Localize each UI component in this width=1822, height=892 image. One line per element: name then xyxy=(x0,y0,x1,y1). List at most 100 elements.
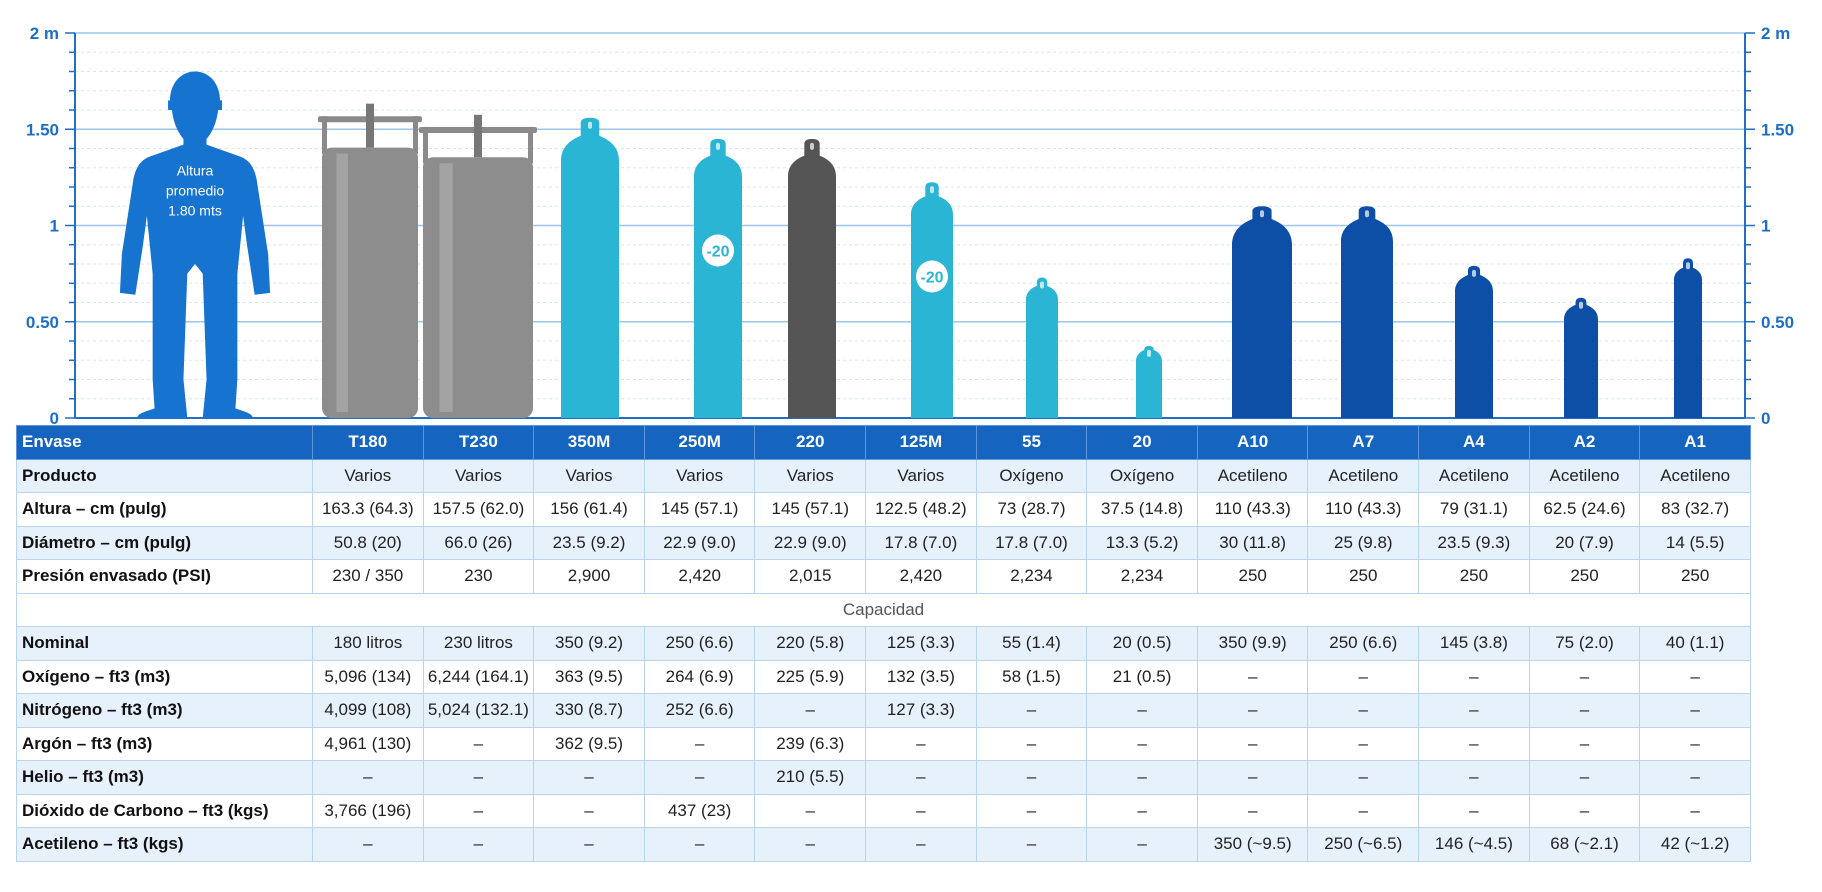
cylinder-body xyxy=(788,138,836,418)
table-cell: 2,900 xyxy=(533,559,645,594)
cylinder-body xyxy=(1341,206,1393,418)
cylinder-valve-highlight xyxy=(930,186,934,194)
cylinder-A1 xyxy=(1674,258,1702,418)
table-cell: 127 (3.3) xyxy=(865,693,977,728)
table-cell: 250 xyxy=(1418,559,1530,594)
table-cell: Oxígeno xyxy=(1086,458,1198,493)
table-cell: 145 (3.8) xyxy=(1418,626,1530,661)
table-cell: – xyxy=(754,793,867,828)
table-row: Producto Varios Varios Varios Varios Varios Va… xyxy=(16,458,1751,493)
table-cell: – xyxy=(1418,726,1530,761)
table-cell: – xyxy=(1418,760,1530,795)
table-cell: 73 (28.7) xyxy=(975,492,1088,527)
table-cell: 362 (9.5) xyxy=(533,726,645,761)
table-cell: – xyxy=(754,827,867,862)
table-cell: – xyxy=(533,827,645,862)
table-cell: 239 (6.3) xyxy=(754,726,867,761)
reference-label-line: Altura xyxy=(177,162,214,178)
table-cell: 156 (61.4) xyxy=(533,492,645,527)
table-cell: – xyxy=(1528,726,1641,761)
column-header: A2 xyxy=(1528,425,1641,460)
cylinder-55 xyxy=(1026,277,1058,418)
table-corner-header: Envase xyxy=(16,425,313,460)
cylinder-valve-highlight xyxy=(1472,269,1476,277)
table-cell: 25 (9.8) xyxy=(1307,525,1420,560)
reference-label-line: promedio xyxy=(166,182,225,198)
column-header: T230 xyxy=(422,425,535,460)
table-row: Oxígeno – ft3 (m3) 5,096 (134) 6,244 (164.… xyxy=(16,659,1751,694)
table-cell: Acetileno xyxy=(1307,458,1420,493)
row-header: Nitrógeno – ft3 (m3) xyxy=(16,693,313,728)
table-cell: – xyxy=(422,760,535,795)
table-cell: 230 litros xyxy=(422,626,535,661)
chart-svg: 0 0 0.50 0.50 1 1 1.50 1.50 2 m 2 m Altura promedio… xyxy=(26,24,1794,428)
table-cell: 62.5 (24.6) xyxy=(1528,492,1641,527)
table-cell: 225 (5.9) xyxy=(754,659,867,694)
table-cell: 350 (9.9) xyxy=(1196,626,1309,661)
table-cell: – xyxy=(1086,726,1198,761)
column-header: A7 xyxy=(1307,425,1420,460)
table-cell: 22.9 (9.0) xyxy=(643,525,756,560)
tank-post xyxy=(413,116,418,154)
cylinder-A7 xyxy=(1341,206,1393,418)
y-tick-label-left: 0 xyxy=(50,409,59,428)
table-cell: 83 (32.7) xyxy=(1639,492,1751,527)
table-cell: 40 (1.1) xyxy=(1639,626,1751,661)
column-header: 20 xyxy=(1086,425,1198,460)
cylinder-valve-highlight xyxy=(1040,281,1044,289)
row-header: Dióxido de Carbono – ft3 (kgs) xyxy=(16,793,313,828)
table-cell: Varios xyxy=(312,458,424,493)
table-row: Presión envasado (PSI) 230 / 350 230 2,900 2… xyxy=(16,559,1751,594)
table-cell: Varios xyxy=(533,458,645,493)
tank-post xyxy=(528,126,533,164)
cylinder-valve-highlight xyxy=(1147,349,1151,357)
table-cell: – xyxy=(1307,693,1420,728)
cylinder-body xyxy=(1136,345,1162,418)
column-header: A10 xyxy=(1196,425,1309,460)
section-title: Capacidad xyxy=(16,592,1751,627)
tank-highlight xyxy=(336,153,348,412)
table-cell: – xyxy=(312,760,424,795)
table-cell: – xyxy=(1196,793,1309,828)
table-cell: 6,244 (164.1) xyxy=(422,659,535,694)
badge-label: -20 xyxy=(706,244,729,261)
column-header: A1 xyxy=(1639,425,1751,460)
table-cell: – xyxy=(1086,693,1198,728)
table-cell: 21 (0.5) xyxy=(1086,659,1198,694)
cylinder-valve-highlight xyxy=(588,121,592,129)
table-cell: 145 (57.1) xyxy=(643,492,756,527)
table-cell: 55 (1.4) xyxy=(975,626,1088,661)
y-tick-label-left: 0.50 xyxy=(26,313,59,332)
table-cell: – xyxy=(643,827,756,862)
cylinder-valve-highlight xyxy=(716,142,720,150)
table-cell: 17.8 (7.0) xyxy=(865,525,977,560)
tank-valve xyxy=(474,114,482,158)
row-header: Altura – cm (pulg) xyxy=(16,492,313,527)
cylinder-250M xyxy=(694,138,742,418)
table-cell: 110 (43.3) xyxy=(1307,492,1420,527)
table-cell: – xyxy=(975,693,1088,728)
table-cell: 66.0 (26) xyxy=(422,525,535,560)
table-cell: – xyxy=(975,726,1088,761)
cylinder-body xyxy=(1232,206,1292,418)
table-cell: 13.3 (5.2) xyxy=(1086,525,1198,560)
table-cell: 250 xyxy=(1639,559,1751,594)
tank-valve xyxy=(366,103,374,148)
tank-post xyxy=(423,126,428,164)
table-cell: 2,420 xyxy=(865,559,977,594)
table-row: Nitrógeno – ft3 (m3) 4,099 (108) 5,024 (13… xyxy=(16,693,1751,728)
table-cell: – xyxy=(643,726,756,761)
column-header: 350M xyxy=(533,425,645,460)
row-header: Producto xyxy=(16,458,313,493)
column-header: A4 xyxy=(1418,425,1530,460)
table-cell: Acetileno xyxy=(1196,458,1309,493)
table-cell: 2,234 xyxy=(975,559,1088,594)
table-cell: 437 (23) xyxy=(643,793,756,828)
cylinder-valve-highlight xyxy=(1579,301,1583,309)
table-cell: – xyxy=(1307,726,1420,761)
table-cell: – xyxy=(1528,760,1641,795)
table-cell: 3,766 (196) xyxy=(312,793,424,828)
cylinder-body xyxy=(1455,265,1493,418)
row-header: Diámetro – cm (pulg) xyxy=(16,525,313,560)
badge-circle xyxy=(702,234,734,267)
